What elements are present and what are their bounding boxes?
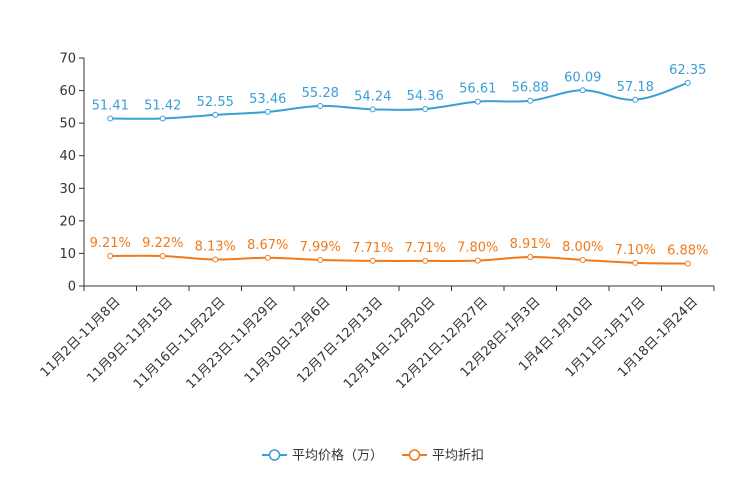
data-point bbox=[527, 253, 534, 260]
x-tick-label: 11月16日-11月22日 bbox=[131, 295, 228, 392]
data-label: 7.71% bbox=[352, 241, 393, 256]
y-tick-label: 60 bbox=[59, 84, 76, 99]
data-point bbox=[107, 253, 114, 260]
data-point bbox=[264, 254, 271, 261]
data-point bbox=[527, 97, 534, 104]
data-point bbox=[579, 256, 586, 263]
data-point bbox=[317, 102, 324, 109]
y-tick-label: 30 bbox=[59, 182, 76, 197]
data-label: 9.22% bbox=[142, 236, 183, 251]
data-label: 53.46 bbox=[249, 92, 286, 107]
legend-label: 平均价格（万） bbox=[292, 448, 383, 464]
y-tick-label: 10 bbox=[59, 247, 76, 262]
y-tick-label: 20 bbox=[59, 214, 76, 229]
data-label: 57.18 bbox=[617, 80, 654, 95]
data-label: 54.24 bbox=[354, 89, 391, 104]
x-tick-label: 12月14日-12月20日 bbox=[341, 295, 438, 392]
data-label: 54.36 bbox=[407, 89, 444, 104]
data-label: 8.91% bbox=[510, 237, 551, 252]
series-1: 51.41 51.42 52.55 53.46 55.28 54.24 54.36 56.61… bbox=[92, 63, 706, 122]
y-tick-label: 0 bbox=[68, 280, 76, 295]
x-tick-label: 11月23日-11月29日 bbox=[184, 295, 281, 392]
data-label: 8.67% bbox=[247, 238, 288, 253]
data-label: 55.28 bbox=[302, 86, 339, 101]
legend-marker bbox=[268, 449, 281, 461]
data-label: 7.99% bbox=[300, 240, 341, 255]
data-label: 8.13% bbox=[195, 240, 236, 255]
data-label: 56.61 bbox=[459, 82, 496, 97]
data-point bbox=[422, 105, 429, 112]
series-2: 9.21% 9.22% 8.13% 8.67% 7.99% 7.71% 7.71% 7.80%… bbox=[90, 236, 708, 267]
data-point bbox=[422, 257, 429, 264]
data-point bbox=[369, 106, 376, 113]
data-label: 7.10% bbox=[615, 243, 656, 258]
data-label: 62.35 bbox=[669, 63, 706, 78]
data-label: 52.55 bbox=[197, 95, 234, 110]
y-tick-label: 50 bbox=[59, 117, 76, 132]
data-label: 9.21% bbox=[90, 236, 131, 251]
series-line bbox=[110, 254, 688, 265]
data-point bbox=[212, 256, 219, 263]
legend-item-2: 平均折扣 bbox=[402, 449, 484, 464]
data-label: 7.80% bbox=[457, 241, 498, 256]
data-label: 6.88% bbox=[667, 244, 708, 259]
data-point bbox=[159, 252, 166, 259]
x-tick-label: 12月21日-12月27日 bbox=[394, 295, 491, 392]
y-tick-label: 70 bbox=[59, 52, 76, 67]
data-point bbox=[632, 259, 639, 266]
legend-item-1: 平均价格（万） bbox=[262, 448, 383, 464]
data-point bbox=[264, 108, 271, 115]
data-point bbox=[212, 111, 219, 118]
data-label: 51.42 bbox=[144, 99, 181, 114]
data-point bbox=[684, 79, 691, 86]
data-point bbox=[107, 115, 114, 122]
data-label: 56.88 bbox=[512, 81, 549, 96]
data-label: 51.41 bbox=[92, 99, 129, 114]
y-tick-label: 40 bbox=[59, 149, 76, 164]
data-point bbox=[369, 257, 376, 264]
data-point bbox=[474, 257, 481, 264]
legend-label: 平均折扣 bbox=[432, 449, 484, 464]
data-point bbox=[579, 87, 586, 94]
data-point bbox=[632, 96, 639, 103]
data-label: 60.09 bbox=[564, 70, 601, 85]
data-label: 8.00% bbox=[562, 240, 603, 255]
data-point bbox=[474, 98, 481, 105]
data-point bbox=[159, 115, 166, 122]
legend-marker bbox=[408, 449, 421, 461]
data-point bbox=[317, 256, 324, 263]
data-label: 7.71% bbox=[405, 241, 446, 256]
data-point bbox=[684, 260, 691, 267]
series-line bbox=[110, 81, 689, 120]
